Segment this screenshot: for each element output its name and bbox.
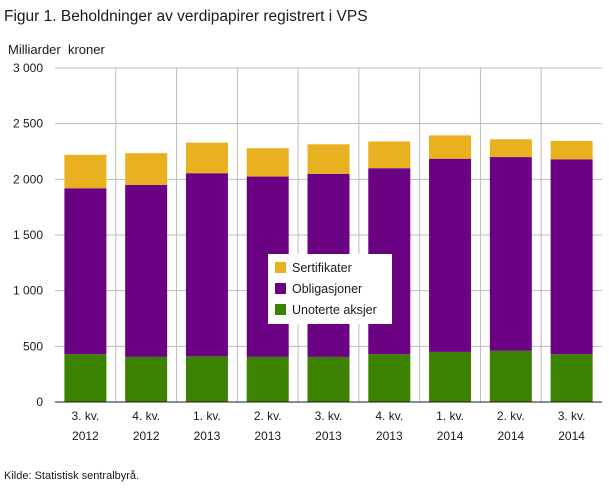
- bar-segment-unoterte-aksjer: [429, 351, 472, 402]
- y-tick-label: 0: [36, 395, 43, 409]
- source-note: Kilde: Statistisk sentralbyrå.: [4, 470, 140, 482]
- bars: [64, 135, 593, 402]
- bar-segment-unoterte-aksjer: [307, 356, 350, 402]
- legend-swatch: [275, 262, 286, 273]
- y-tick-label: 3 000: [13, 61, 43, 75]
- x-tick-label-quarter: 1. kv.: [436, 409, 464, 423]
- bar-segment-obligasjoner: [64, 188, 107, 355]
- x-tick-label-year: 2013: [194, 429, 221, 443]
- x-tick-label-quarter: 3. kv.: [315, 409, 343, 423]
- x-tick-label-year: 2013: [254, 429, 281, 443]
- bar-segment-sertifikater: [64, 154, 107, 189]
- bar-segment-sertifikater: [429, 135, 472, 159]
- chart-title: Figur 1. Beholdninger av verdipapirer re…: [4, 8, 368, 25]
- x-tick-label-quarter: 2. kv.: [254, 409, 282, 423]
- x-tick-label-year: 2014: [497, 429, 524, 443]
- bar-segment-obligasjoner: [185, 173, 228, 357]
- legend-swatch: [275, 304, 286, 315]
- legend-swatch: [275, 283, 286, 294]
- bar-segment-sertifikater: [185, 142, 228, 174]
- bar-segment-sertifikater: [246, 148, 289, 177]
- x-tick-label-quarter: 3. kv.: [558, 409, 586, 423]
- bar-segment-unoterte-aksjer: [125, 356, 168, 402]
- y-tick-label: 2 000: [13, 172, 43, 186]
- bar-segment-sertifikater: [550, 140, 593, 160]
- bar-segment-unoterte-aksjer: [368, 354, 411, 402]
- bar-segment-obligasjoner: [125, 184, 168, 357]
- x-tick-label-quarter: 2. kv.: [497, 409, 525, 423]
- legend-entry-label: Unoterte aksjer: [292, 303, 377, 317]
- bar-segment-unoterte-aksjer: [489, 350, 532, 402]
- legend-entry-label: Obligasjoner: [292, 282, 362, 296]
- x-tick-label-quarter: 3. kv.: [71, 409, 99, 423]
- axes: 0 500 1 000 1 500 2 000 2 500 3 000 3. kv. 2012 4…: [13, 61, 602, 443]
- bar-segment-sertifikater: [489, 139, 532, 158]
- bar-segment-sertifikater: [125, 153, 168, 185]
- legend-entry-label: Sertifikater: [292, 261, 352, 275]
- bar-segment-obligasjoner: [489, 157, 532, 351]
- y-tick-label: 1 000: [13, 284, 43, 298]
- bar-segment-sertifikater: [368, 141, 411, 169]
- bar-segment-unoterte-aksjer: [550, 354, 593, 402]
- bar-segment-obligasjoner: [550, 159, 593, 355]
- x-tick-label-year: 2012: [133, 429, 160, 443]
- bar-segment-unoterte-aksjer: [246, 356, 289, 402]
- bar-segment-unoterte-aksjer: [64, 354, 107, 402]
- legend-box: [268, 254, 392, 324]
- x-tick-label-year: 2014: [558, 429, 585, 443]
- x-tick-label-year: 2013: [376, 429, 403, 443]
- legend: Sertifikater Obligasjoner Unoterte aksjer: [268, 254, 392, 324]
- y-tick-label: 2 500: [13, 117, 43, 131]
- x-tick-label-quarter: 4. kv.: [132, 409, 160, 423]
- x-tick-label-quarter: 1. kv.: [193, 409, 221, 423]
- x-tick-label-year: 2013: [315, 429, 342, 443]
- bar-segment-sertifikater: [307, 144, 350, 174]
- x-tick-label-quarter: 4. kv.: [375, 409, 403, 423]
- stacked-bar-chart: 0 500 1 000 1 500 2 000 2 500 3 000 3. kv. 2012 4…: [13, 61, 602, 443]
- bar-segment-obligasjoner: [429, 158, 472, 352]
- y-tick-label: 1 500: [13, 228, 43, 242]
- y-tick-label: 500: [23, 339, 43, 353]
- bar-segment-unoterte-aksjer: [185, 356, 228, 402]
- x-tick-label-year: 2014: [437, 429, 464, 443]
- x-tick-label-year: 2012: [72, 429, 99, 443]
- y-axis-label: Milliarder kroner: [8, 42, 105, 57]
